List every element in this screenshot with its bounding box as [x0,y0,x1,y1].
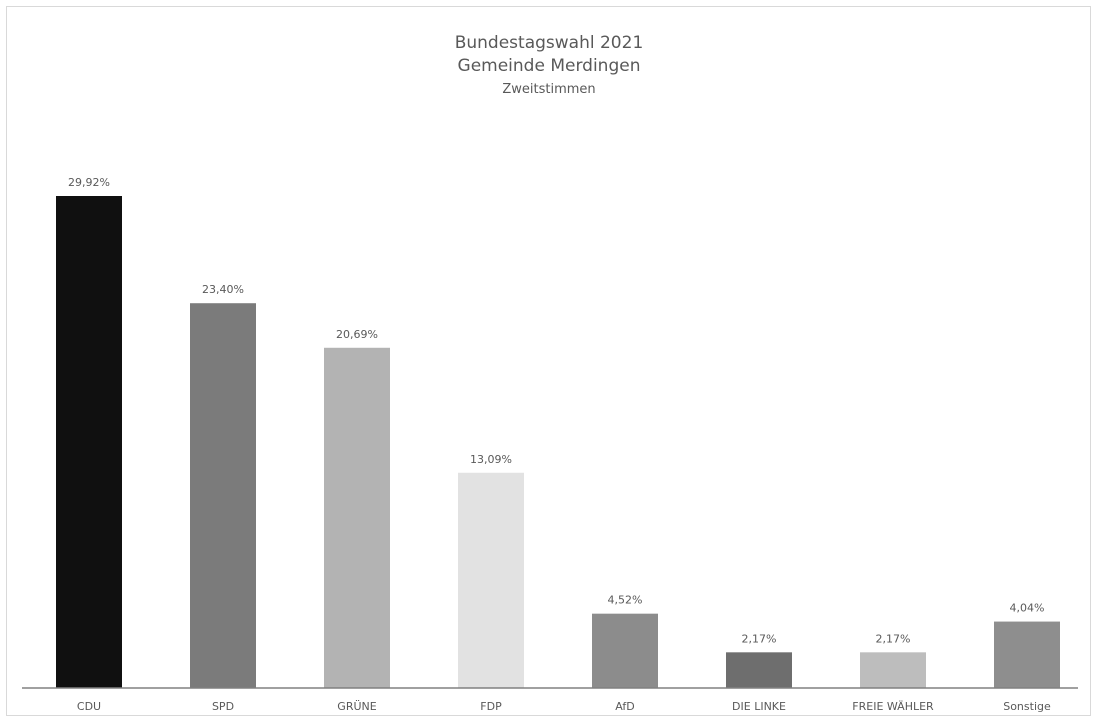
category-label: DIE LINKE [732,700,786,713]
value-label: 23,40% [202,283,244,296]
chart-subsubtitle: Zweitstimmen [502,82,595,97]
category-label: FREIE WÄHLER [852,700,934,713]
value-label: 2,17% [876,632,911,645]
bar-sonstige [994,621,1060,688]
bars-group: 29,92% CDU 23,40% SPD 20,69% GRÜNE 13,09% FDP 4,… [56,176,1060,713]
value-label: 4,52% [608,594,643,607]
category-label: FDP [480,700,502,713]
bar-grüne [324,347,390,688]
category-label: SPD [212,700,234,713]
bar-die-linke [726,652,792,688]
bar-afd [592,613,658,688]
value-label: 20,69% [336,328,378,341]
bar-spd [190,303,256,688]
chart-subtitle: Gemeinde Merdingen [458,56,641,76]
bar-fdp [458,472,524,688]
value-label: 4,04% [1010,602,1045,615]
category-label: Sonstige [1003,700,1051,713]
bar-cdu [56,196,122,688]
category-label: AfD [615,700,634,713]
value-label: 2,17% [742,632,777,645]
bar-freie-wähler [860,652,926,688]
chart-title: Bundestagswahl 2021 [455,33,644,53]
chart-frame [6,6,1091,716]
value-label: 13,09% [470,453,512,466]
category-label: GRÜNE [337,700,376,713]
category-label: CDU [77,700,101,713]
value-label: 29,92% [68,176,110,189]
